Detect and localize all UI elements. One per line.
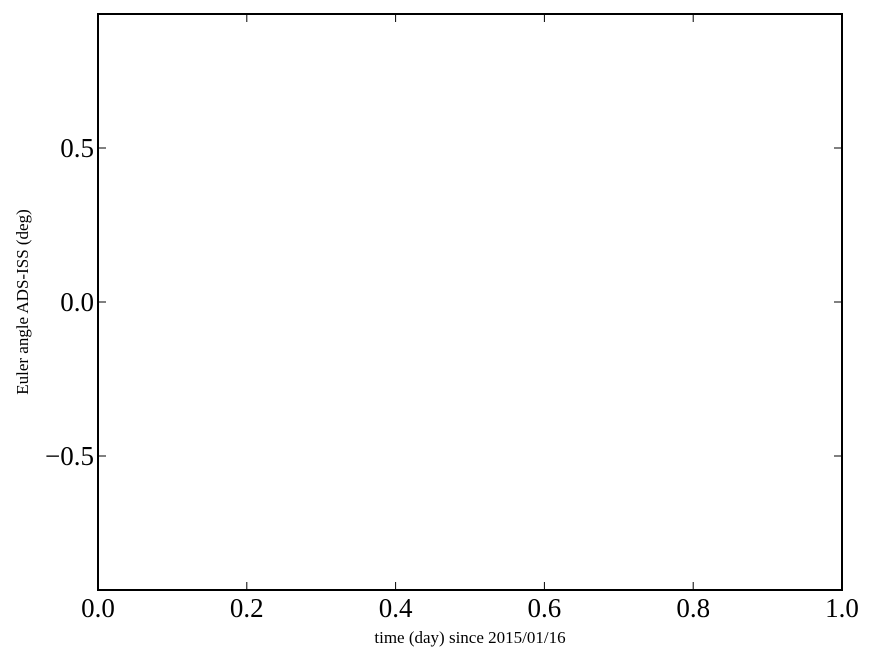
y-axis-label: Euler angle ADS-ISS (deg) (13, 209, 32, 395)
plot-frame (97, 13, 843, 591)
y-tick-label: 0.5 (60, 133, 94, 163)
y-tick-label: 0.0 (60, 287, 94, 317)
x-axis-label: time (day) since 2015/01/16 (374, 628, 565, 647)
y-tick-label: −0.5 (45, 441, 94, 471)
x-tick-label: 0.2 (230, 593, 264, 623)
x-tick-label: 0.4 (379, 593, 413, 623)
x-tick-label: 0.6 (528, 593, 562, 623)
x-tick-label: 1.0 (825, 593, 859, 623)
x-tick-label: 0.0 (81, 593, 115, 623)
x-tick-label: 0.8 (676, 593, 710, 623)
